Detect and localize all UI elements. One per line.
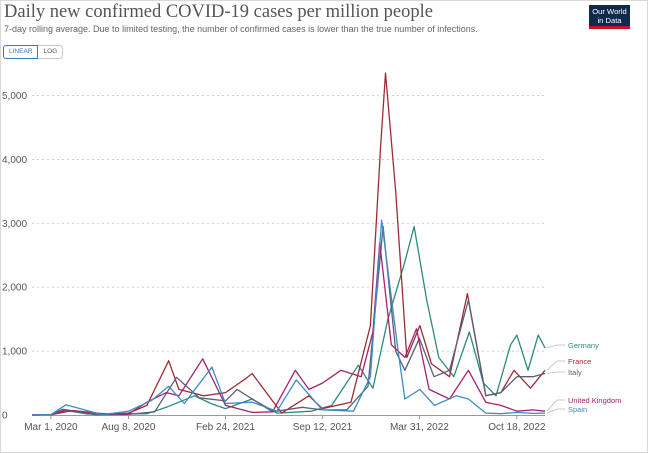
series-line-germany[interactable] [31,225,546,416]
legend-connector [546,399,565,412]
logo-line-2: in Data [597,16,622,25]
legend-label-spain[interactable]: Spain [568,405,587,414]
owid-logo[interactable]: Our World in Data [589,5,630,29]
chart-title: Daily new confirmed COVID-19 cases per m… [4,2,433,22]
x-tick-label: Mar 1, 2020 [24,422,78,433]
y-tick-label: 4,000 [2,155,27,166]
log-scale-button[interactable]: LOG [38,45,64,59]
legend-connector [546,344,565,349]
x-tick-label: Oct 18, 2022 [488,422,546,433]
series-line-france[interactable] [31,72,546,416]
series-lines [31,72,546,416]
y-axis: 0 1,000 2,000 3,000 4,000 5,000 [2,91,27,421]
legend-label-united-kingdom[interactable]: United Kingdom [568,396,621,405]
x-tick-label: Feb 24, 2021 [196,422,255,433]
legend-label-germany[interactable]: Germany [568,341,599,350]
x-tick-label: Mar 31, 2022 [390,422,449,433]
series-line-italy[interactable] [31,225,546,416]
legend-label-italy[interactable]: Italy [568,368,582,377]
series-line-spain[interactable] [31,219,546,416]
scale-toggle: LINEAR LOG [3,45,64,59]
x-axis: Mar 1, 2020 Aug 8, 2020 Feb 24, 2021 Sep 12… [24,415,546,433]
legend-connector [546,371,565,374]
chart-grid [32,95,545,352]
series-line-united-kingdom[interactable] [31,241,546,416]
chart-subtitle: 7-day rolling average. Due to limited te… [4,24,478,34]
y-tick-label: 1,000 [2,347,27,358]
legend-label-france[interactable]: France [568,357,591,366]
y-tick-label: 2,000 [2,283,27,294]
legend-connector [546,360,565,371]
y-tick-label: 5,000 [2,91,27,102]
linear-scale-button[interactable]: LINEAR [3,45,39,59]
y-tick-label: 3,000 [2,219,27,230]
x-tick-label: Sep 12, 2021 [293,422,353,433]
legend-connector [546,408,565,414]
y-tick-label: 0 [2,411,8,422]
logo-line-1: Our World [592,7,627,16]
x-tick-label: Aug 8, 2020 [102,422,156,433]
